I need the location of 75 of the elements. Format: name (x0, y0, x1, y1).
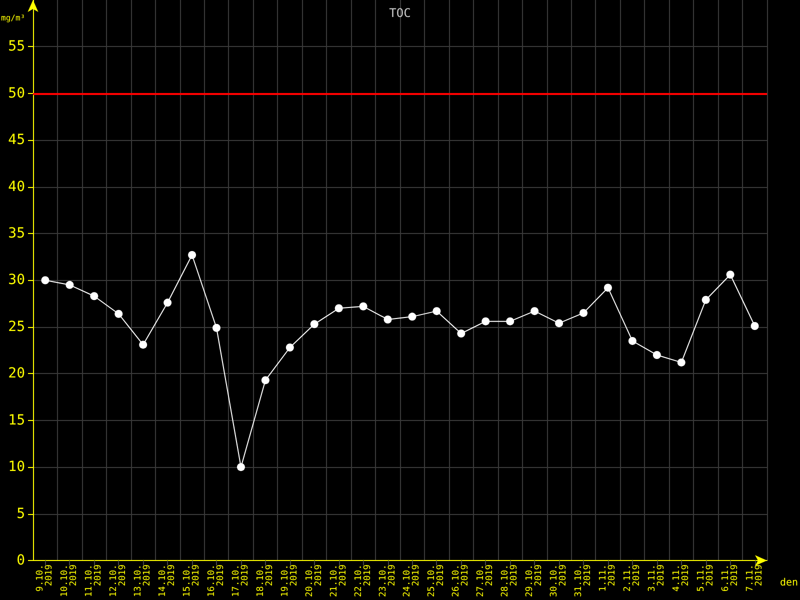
point (114, 310, 123, 318)
x-tick-label: 24.10. 2019 (402, 564, 422, 598)
x-tick-label: 31.10. 2019 (574, 564, 593, 598)
x-tick-label: 29.10. 2019 (525, 564, 544, 598)
point (726, 270, 734, 279)
x-axis-title: den (780, 578, 798, 588)
point (66, 280, 74, 289)
x-tick-label: 20.10. 2019 (304, 564, 324, 598)
point (408, 312, 416, 321)
x-tick-label: 21.10. 2019 (329, 564, 348, 598)
x-tick-label: 10.10. 2019 (60, 564, 80, 598)
y-axis-title: mg/m³ (1, 14, 26, 22)
x-tick-label: 28.10. 2019 (500, 564, 520, 598)
y-tick-label: 25 (8, 318, 25, 335)
x-tick-label: 25.10. 2019 (427, 564, 446, 598)
y-tick-label: 30 (8, 272, 25, 288)
y-tick-label: 10 (8, 459, 25, 476)
x-tick-label: 3.11. 2019 (647, 564, 666, 592)
y-tick-label: 15 (8, 412, 25, 428)
point (482, 317, 490, 326)
point (286, 344, 294, 352)
point (164, 298, 172, 307)
point (41, 276, 50, 284)
x-tick-label: 12.10. 2019 (109, 564, 128, 598)
point (628, 336, 636, 345)
x-tick-label: 1.11. 2019 (598, 564, 618, 592)
point (236, 463, 245, 472)
point (261, 376, 270, 384)
point (188, 251, 196, 260)
x-tick-label: 16.10. 2019 (207, 564, 226, 598)
point (506, 317, 514, 326)
point (359, 302, 368, 310)
y-tick-label: 5 (16, 506, 25, 522)
x-tick-label: 18.10. 2019 (256, 564, 275, 598)
text: TOC (389, 6, 411, 20)
x-tick-label: 14.10. 2019 (158, 564, 178, 598)
x-tick-label: 17.10. 2019 (231, 564, 250, 598)
point (432, 307, 441, 316)
y-tick-label: 50 (8, 85, 25, 102)
point (90, 292, 98, 300)
y-tick-label: 45 (8, 132, 25, 148)
point (750, 322, 759, 330)
x-tick-label: 19.10. 2019 (280, 564, 300, 598)
x-tick-label: 23.10. 2019 (378, 564, 398, 598)
x-tick-label: 15.10. 2019 (182, 564, 202, 598)
point (212, 324, 220, 332)
point (139, 340, 148, 349)
x-tick-label: 7.11. 2019 (745, 564, 764, 592)
point (334, 304, 343, 312)
y-tick-label: 35 (8, 226, 25, 242)
point (384, 315, 392, 324)
point (457, 329, 466, 338)
x-tick-label: 13.10. 2019 (134, 564, 153, 598)
point (604, 284, 612, 292)
point (677, 358, 686, 366)
point (702, 296, 710, 304)
y-tick-label: 20 (8, 366, 25, 382)
x-tick-label: 6.11. 2019 (720, 564, 740, 592)
x-tick-label: 9.10. 2019 (36, 564, 55, 592)
point (310, 320, 318, 328)
y-tick-label: 0 (16, 552, 25, 568)
y-tick-label: 55 (8, 38, 25, 55)
x-tick-label: 27.10. 2019 (476, 564, 496, 598)
point (530, 307, 539, 316)
x-tick-label: 30.10. 2019 (550, 564, 569, 598)
point (580, 308, 588, 317)
y-tick-label: 40 (8, 178, 25, 195)
x-tick-label: 2.11. 2019 (622, 564, 642, 592)
point (652, 350, 661, 359)
x-tick-label: 22.10. 2019 (354, 564, 373, 598)
x-tick-label: 5.11. 2019 (696, 564, 716, 592)
x-tick-label: 11.10. 2019 (84, 564, 104, 598)
x-tick-label: 4.11. 2019 (672, 564, 691, 592)
x-tick-label: 26.10. 2019 (452, 564, 471, 598)
point (555, 319, 564, 328)
